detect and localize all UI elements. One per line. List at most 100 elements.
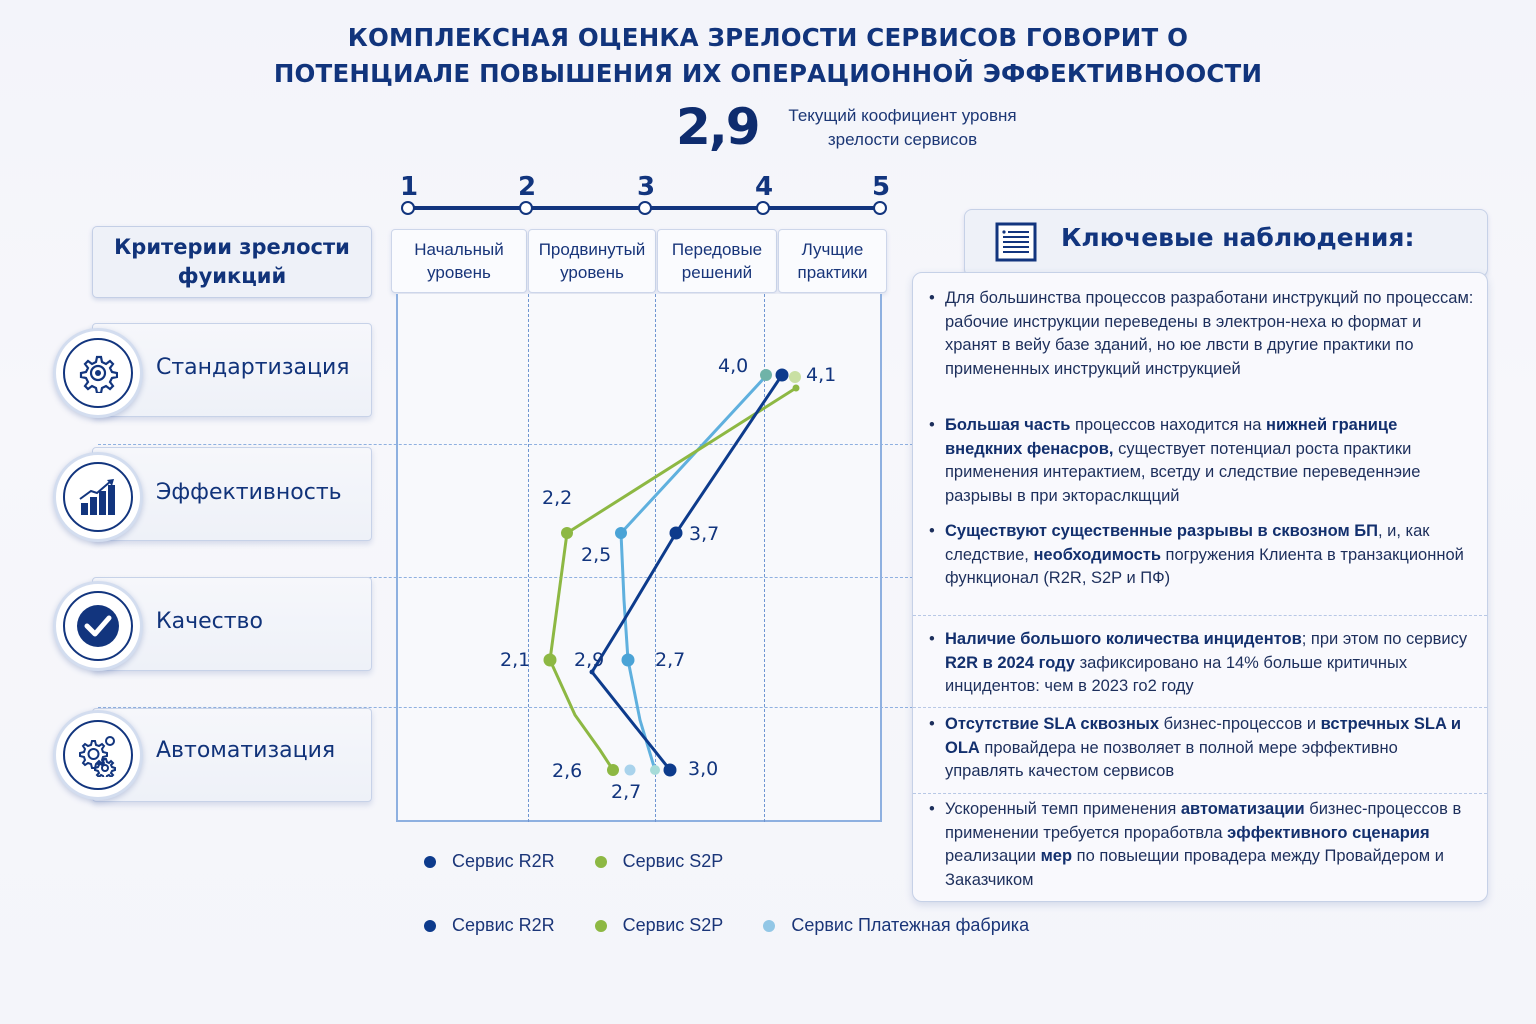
maturity-kpi-label: Текущий коофициент уровня зрелости серви…	[760, 104, 1045, 152]
level-header-best: Лучщие практики	[778, 229, 887, 293]
criteria-icon-badge	[53, 710, 143, 800]
gear-icon	[79, 355, 118, 393]
point-r2r-automation	[663, 763, 677, 777]
level-header-leading: Передовые решений	[657, 229, 777, 293]
observation-item: • Наличие большого количества инцидентов;…	[929, 630, 1468, 695]
maturity-kpi-value: 2,9	[676, 98, 761, 156]
data-label: 3,0	[688, 758, 719, 780]
point-s2p-quality	[543, 653, 557, 667]
data-label: 4,1	[806, 364, 837, 386]
criteria-icon-badge	[53, 452, 143, 542]
legend-label: Сервис S2P	[622, 915, 724, 935]
point-r2r-efficiency	[669, 526, 683, 540]
observation-text: , и, как следствие,	[945, 522, 1430, 564]
criteria-label-automation: Автоматизация	[156, 738, 336, 763]
data-label: 2,1	[500, 649, 531, 671]
page-title: КОМПЛЕКСНАЯ ОЦЕНКА ЗРЕЛОСТИ СЕРВИСОВ ГОВ…	[0, 20, 1536, 92]
data-label: 2,7	[655, 649, 686, 671]
criteria-icon-badge	[53, 581, 143, 671]
observation-emphasis: необходимость	[1033, 545, 1161, 564]
level-header-advanced: Продвинутый уровень	[528, 229, 656, 293]
scale-node-4	[756, 201, 770, 215]
observation-item: • Отсутствие SLA сквозных бизнес-процессо…	[929, 715, 1462, 781]
data-label: 2,5	[581, 544, 612, 566]
observation-item: • Для большинства процессов разработани и…	[929, 289, 1474, 378]
chart-legend-top: Сервис R2R Сервис S2P	[424, 851, 763, 872]
level-label: Продвинутый	[538, 240, 646, 259]
criteria-label-quality: Качество	[156, 609, 263, 634]
level-label: уровень	[427, 263, 491, 282]
observation-divider	[913, 707, 1487, 708]
legend-label: Сервис Платежная фабрика	[791, 915, 1030, 935]
gridline-horizontal	[98, 707, 913, 708]
gridline-vertical	[764, 294, 765, 822]
point-pf-efficiency	[615, 527, 627, 539]
series-line-s2p	[548, 386, 797, 771]
legend-label: Сервис S2P	[622, 851, 724, 871]
observation-emphasis: R2R в 2024 году	[945, 653, 1075, 672]
observation-emphasis: нижней границе внедкних фенасров,	[945, 416, 1398, 458]
gridline-vertical	[528, 294, 529, 822]
observation-emphasis: Существуют существенные разрывы в сквозн…	[945, 522, 1378, 540]
gridline-horizontal	[98, 444, 913, 445]
level-label: практики	[797, 263, 868, 282]
observation-text: существует потенциал роста практики прим…	[945, 439, 1421, 505]
scale-tick-2: 2	[517, 172, 537, 202]
observation-text: процессов находится на	[1070, 416, 1267, 434]
level-label: Лучщие	[801, 240, 864, 259]
scale-node-5	[873, 201, 887, 215]
title-line-2: ПОТЕНЦИАЛЕ ПОВЫШЕНИЯ ИХ ОПЕРАЦИОННОЙ ЭФФ…	[273, 59, 1263, 88]
checkmark-circle-icon	[77, 605, 119, 647]
legend-dot-icon	[594, 855, 607, 868]
level-label: Передовые	[671, 240, 763, 259]
point-s2p-efficiency	[561, 527, 573, 539]
observation-divider	[913, 615, 1487, 616]
series-line-r2r	[590, 374, 784, 771]
observation-emphasis: встречных SLA и OLA	[945, 715, 1462, 757]
criteria-header-line-1: Критерии зрелости	[114, 235, 350, 259]
legend-label: Сервис R2R	[452, 851, 555, 871]
point-pf-automation-light	[624, 764, 636, 776]
observations-panel: • Для большинства процессов разработани и…	[912, 272, 1488, 902]
gears-automation-icon	[79, 736, 116, 777]
legend-dot-icon	[763, 919, 776, 932]
series-line-pf	[619, 374, 768, 771]
point-pf-automation	[650, 765, 660, 775]
observation-text: ; при этом по сервису	[1301, 630, 1468, 648]
observation-text: Для большинства процессов разработани ин…	[945, 289, 1474, 378]
kpi-label-line-1: Текущий коофициент уровня	[788, 106, 1017, 125]
legend-item-pf: Сервис Платежная фабрика	[763, 915, 1029, 936]
observation-text: погружения Клиента в транзакционной функ…	[945, 545, 1464, 588]
point-s2p-standardization-light	[789, 371, 801, 383]
scale-tick-5: 5	[871, 172, 891, 202]
point-r2r-standardization	[775, 368, 789, 382]
point-pf-standardization	[760, 369, 772, 381]
observation-text: Ускоренный темп применения	[945, 800, 1181, 818]
observation-text: реализации	[945, 847, 1041, 865]
observation-item: • Большая часть процессов находится на ни…	[929, 416, 1421, 505]
legend-item-r2r: Сервис R2R	[424, 851, 555, 872]
legend-dot-icon	[424, 855, 436, 868]
legend-item-r2r: Сервис R2R	[424, 915, 555, 936]
observation-emphasis: Отсутствие SLA сквозных	[945, 715, 1160, 733]
observation-text: бизнес-процессов в применении требуется …	[945, 800, 1462, 842]
bar-chart-growth-icon	[79, 479, 115, 515]
level-label: решений	[681, 263, 753, 282]
scale-node-2	[519, 201, 533, 215]
observation-text: провайдера не позволяет в полной мере эф…	[945, 738, 1398, 781]
observation-emphasis: Наличие большого количества инцидентов	[945, 630, 1302, 648]
data-label: 2,9	[574, 649, 605, 671]
kpi-label-line-2: зрелости сервисов	[827, 130, 978, 149]
observation-item: • Существуют существенные разрывы в сквоз…	[929, 522, 1464, 588]
level-header-initial: Начальный уровень	[391, 229, 527, 293]
data-label: 2,2	[542, 487, 573, 509]
observation-text: бизнес-процессов и	[1159, 715, 1321, 733]
scale-node-3	[638, 201, 652, 215]
observations-title: Ключевые наблюдения:	[1061, 223, 1415, 252]
observations-header: Ключевые наблюдения:	[964, 209, 1488, 277]
observation-item: • Ускоренный темп применения автоматизаци…	[929, 800, 1462, 889]
observation-emphasis: мер	[1040, 847, 1073, 865]
observation-text: по повыещии провадера между Провайдером …	[945, 847, 1444, 889]
scale-tick-4: 4	[754, 172, 774, 202]
